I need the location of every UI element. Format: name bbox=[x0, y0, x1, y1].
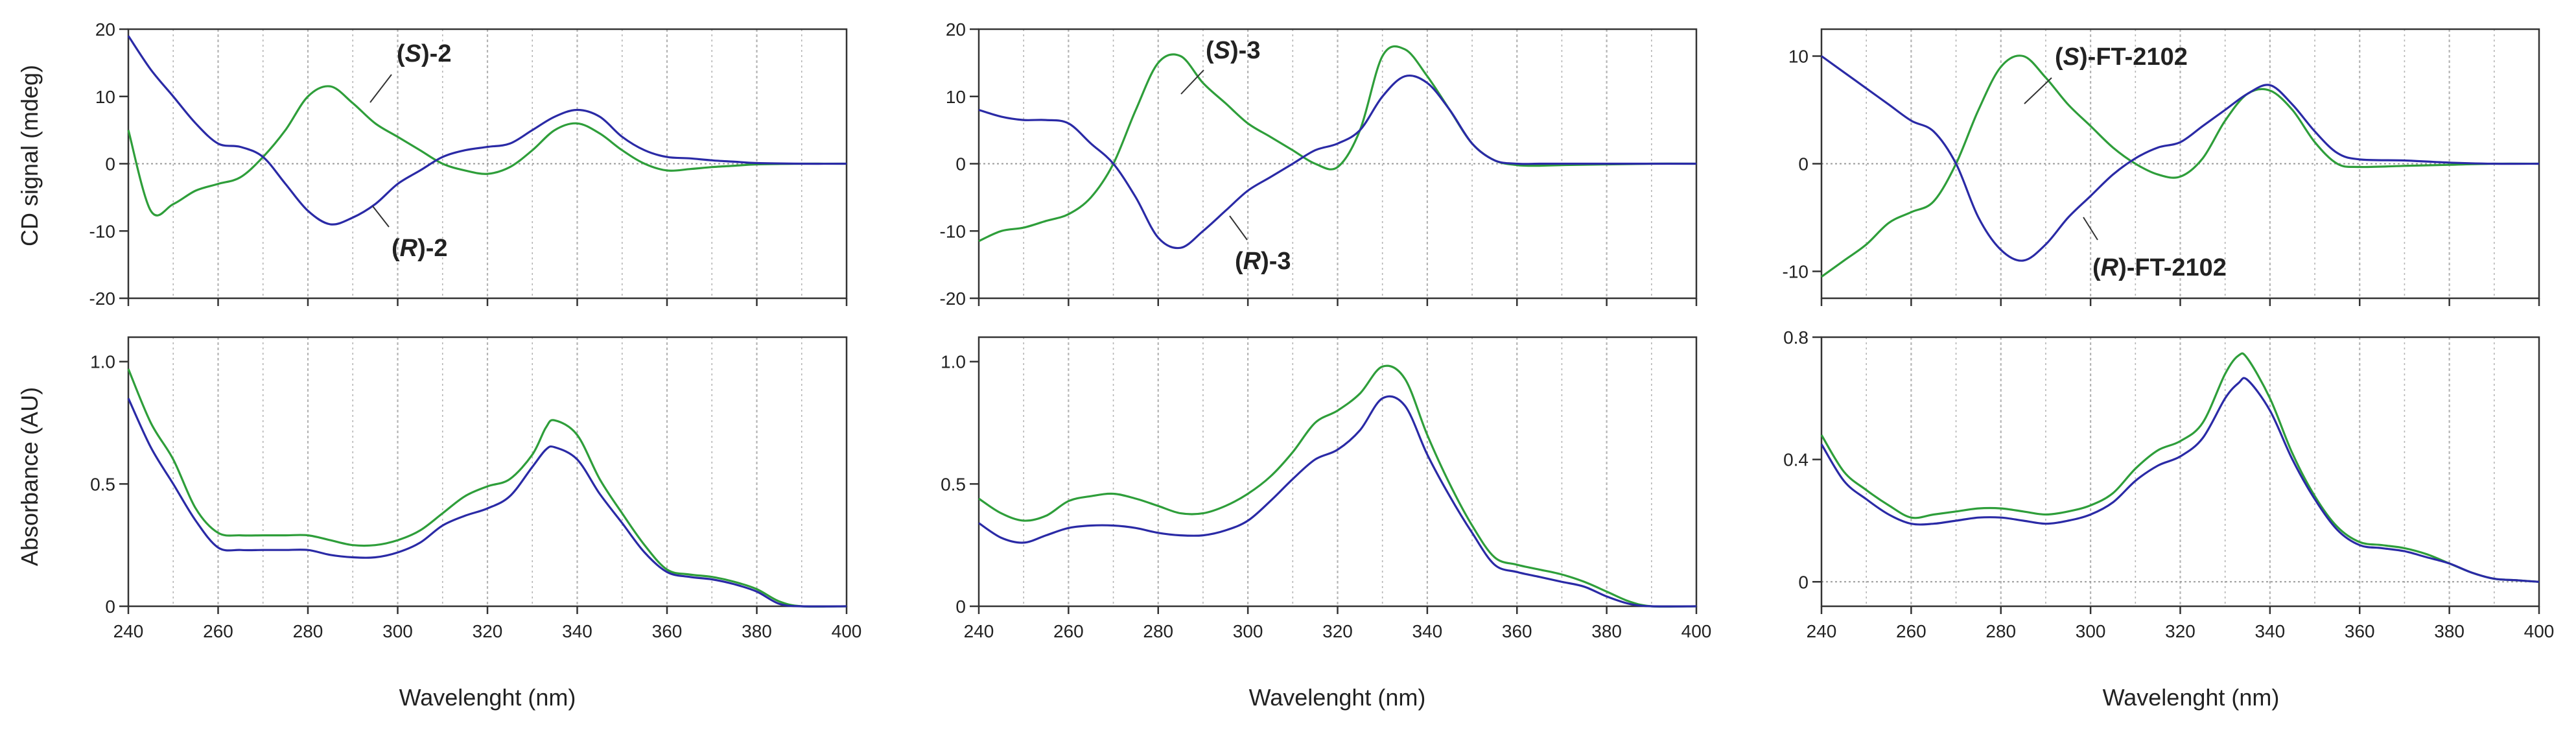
chart-cd-FT-2102: -10 0 10 (S)-FT-2102 (R)-FT-2102 bbox=[1783, 28, 2540, 306]
y-label-cd: CD signal (mdeg) bbox=[16, 65, 43, 246]
y-tick-label: 0.5 bbox=[941, 474, 966, 494]
series-line-s-2 bbox=[127, 368, 847, 608]
series-line-r-ft-2102 bbox=[1821, 55, 2540, 262]
chart-abs-3: 0 0.5 1.0 240 260 280 300 320 340 360 380 400 bbox=[941, 336, 1712, 641]
x-tick-label: 300 bbox=[2076, 621, 2106, 641]
x-tick-label: 340 bbox=[2255, 621, 2286, 641]
annotation-leader bbox=[369, 74, 392, 103]
x-tick-label: 280 bbox=[293, 621, 323, 641]
y-tick-label: 20 bbox=[946, 19, 966, 40]
x-tick-label: 380 bbox=[2434, 621, 2465, 641]
y-tick-label: 10 bbox=[1788, 47, 1809, 67]
x-tick-label: 240 bbox=[113, 621, 144, 641]
series-line-r-2 bbox=[127, 397, 847, 608]
y-tick-label: 0.5 bbox=[90, 474, 115, 494]
series-line-r-2 bbox=[127, 35, 847, 226]
y-tick-label: -10 bbox=[89, 221, 115, 241]
x-tick-label: 400 bbox=[2524, 621, 2555, 641]
series-line-s-2 bbox=[127, 85, 847, 217]
series-annotation: (S)-3 bbox=[1206, 37, 1260, 64]
x-tick-label: 320 bbox=[1322, 621, 1353, 641]
x-tick-label: 260 bbox=[1896, 621, 1926, 641]
x-tick-label: 380 bbox=[742, 621, 772, 641]
x-tick-label: 360 bbox=[2345, 621, 2375, 641]
x-label-col2: Wavelenght (nm) bbox=[1249, 684, 1426, 711]
x-tick-label: 240 bbox=[964, 621, 994, 641]
x-tick-label: 360 bbox=[1502, 621, 1532, 641]
annotation-leader bbox=[1229, 215, 1248, 241]
y-tick-label: 0 bbox=[955, 154, 966, 174]
x-tick-label: 380 bbox=[1591, 621, 1622, 641]
series-line-s-3 bbox=[978, 45, 1697, 243]
x-tick-label: 240 bbox=[1807, 621, 1837, 641]
x-tick-label: 400 bbox=[1681, 621, 1712, 641]
x-tick-label: 260 bbox=[1053, 621, 1084, 641]
x-tick-label: 320 bbox=[473, 621, 503, 641]
y-tick-label: -10 bbox=[940, 221, 966, 241]
x-tick-label: 300 bbox=[1233, 621, 1263, 641]
y-tick-label: 0.8 bbox=[1783, 327, 1809, 348]
series-annotation: (S)-FT-2102 bbox=[2055, 43, 2188, 71]
y-label-absorbance: Absorbance (AU) bbox=[16, 387, 43, 566]
x-tick-label: 340 bbox=[1412, 621, 1443, 641]
chart-abs-FT-2102: 0 0.4 0.8 240 260 280 300 320 340 360 380 400 bbox=[1783, 327, 2554, 641]
x-tick-label: 360 bbox=[652, 621, 683, 641]
chart-abs-2: 0 0.5 1.0 240 260 280 300 320 340 360 380 400 bbox=[90, 336, 862, 641]
y-tick-label: 0 bbox=[105, 154, 115, 174]
chart-cd-3: -20 -10 0 10 20 (S)-3 (R)-3 bbox=[940, 19, 1698, 309]
y-tick-label: 0 bbox=[955, 597, 966, 617]
x-tick-label: 280 bbox=[1143, 621, 1173, 641]
y-tick-label: 0 bbox=[1798, 572, 1809, 592]
x-tick-label: 320 bbox=[2165, 621, 2195, 641]
series-line-s-ft-2102 bbox=[1821, 54, 2540, 278]
y-tick-label: 1.0 bbox=[941, 352, 966, 372]
series-line-r-3 bbox=[978, 395, 1697, 608]
chart-cd-2: -20 -10 0 10 20 (S)-2 (R)-2 bbox=[89, 19, 848, 309]
series-line-s-3 bbox=[978, 364, 1697, 608]
x-label-col3: Wavelenght (nm) bbox=[2103, 684, 2280, 711]
series-annotation: (S)-2 bbox=[397, 40, 451, 67]
series-line-r-ft-2102 bbox=[1820, 377, 2540, 583]
series-annotation: (R)-2 bbox=[392, 235, 448, 262]
y-tick-label: 0 bbox=[1798, 154, 1809, 174]
annotation-leader bbox=[2024, 77, 2052, 104]
y-tick-label: 1.0 bbox=[90, 352, 115, 372]
annotation-leader bbox=[372, 206, 390, 228]
y-tick-label: -20 bbox=[89, 289, 115, 309]
annotation-leader bbox=[1180, 69, 1204, 95]
y-tick-label: 0 bbox=[105, 597, 115, 617]
x-tick-label: 300 bbox=[382, 621, 413, 641]
x-label-col1: Wavelenght (nm) bbox=[399, 684, 576, 711]
y-tick-label: 0.4 bbox=[1783, 450, 1809, 470]
y-tick-label: 10 bbox=[946, 87, 966, 107]
y-tick-label: 20 bbox=[95, 19, 115, 40]
y-tick-label: -10 bbox=[1783, 262, 1809, 282]
x-tick-label: 400 bbox=[832, 621, 862, 641]
x-tick-label: 280 bbox=[1985, 621, 2016, 641]
y-tick-label: -20 bbox=[940, 289, 966, 309]
y-tick-label: 10 bbox=[95, 87, 115, 107]
x-tick-label: 260 bbox=[203, 621, 233, 641]
x-tick-label: 340 bbox=[562, 621, 592, 641]
series-annotation: (R)-FT-2102 bbox=[2092, 254, 2227, 281]
series-annotation: (R)-3 bbox=[1235, 248, 1291, 275]
series-line-r-3 bbox=[978, 74, 1696, 250]
series-line-s-ft-2102 bbox=[1820, 352, 2540, 583]
annotation-leader bbox=[2083, 217, 2098, 241]
